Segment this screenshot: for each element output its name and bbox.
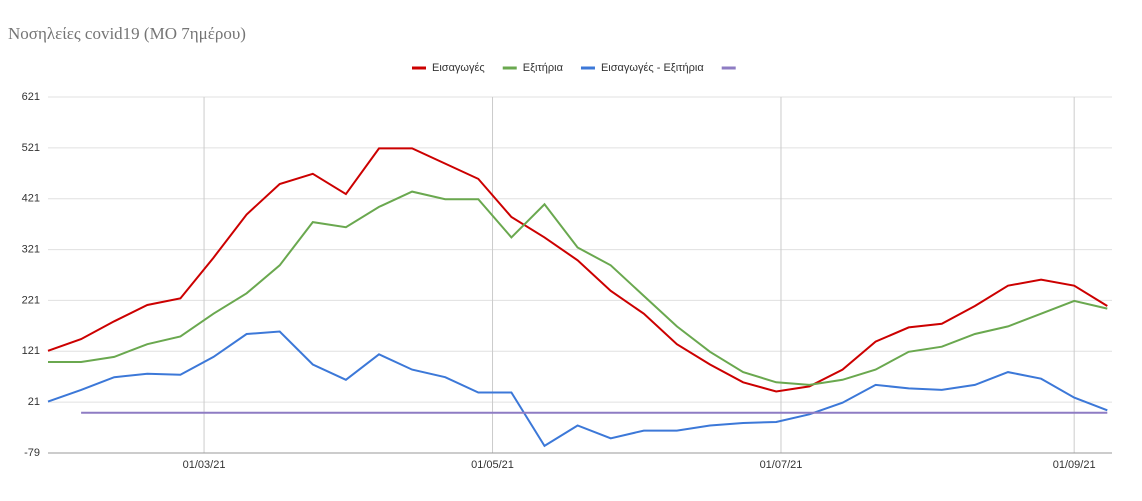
x-tick-label: 01/03/21 bbox=[183, 459, 226, 471]
series-line bbox=[47, 147, 1108, 393]
y-tick-label: -79 bbox=[24, 447, 40, 459]
y-tick-label: 621 bbox=[22, 91, 40, 103]
legend-label: Εξιτήρια bbox=[523, 62, 564, 74]
y-tick-label: 121 bbox=[22, 345, 40, 357]
y-tick-label: 321 bbox=[22, 243, 40, 255]
x-tick-label: 01/09/21 bbox=[1053, 459, 1096, 471]
series-line bbox=[48, 190, 1108, 386]
x-tick-label: 01/07/21 bbox=[760, 459, 803, 471]
y-tick-label: 521 bbox=[22, 142, 40, 154]
legend-label: Εισαγωγές bbox=[432, 62, 485, 74]
series-line bbox=[47, 330, 1108, 448]
y-tick-label: 221 bbox=[22, 294, 40, 306]
legend-label: Εισαγωγές - Εξιτήρια bbox=[601, 62, 704, 74]
chart-title: Νοσηλείες covid19 (ΜΟ 7ημέρου) bbox=[8, 24, 246, 43]
x-tick-label: 01/05/21 bbox=[471, 459, 514, 471]
y-tick-label: 21 bbox=[28, 396, 40, 408]
y-tick-label: 421 bbox=[22, 193, 40, 205]
